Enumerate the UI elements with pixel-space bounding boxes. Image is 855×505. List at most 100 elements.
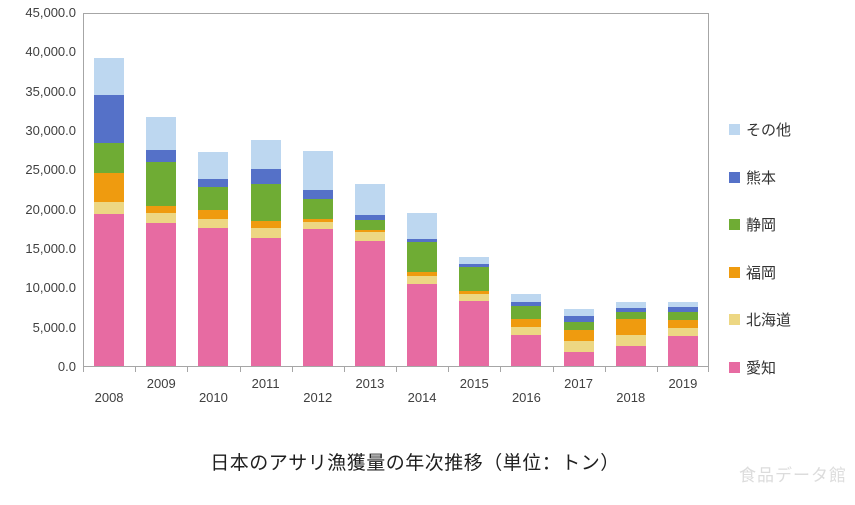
- bar-segment-北海道: [250, 227, 281, 238]
- legend-swatch-熊本: [729, 171, 740, 183]
- bar-segment-静岡: [354, 219, 385, 230]
- bar-segment-静岡: [459, 266, 490, 291]
- bar-segment-愛知: [407, 284, 438, 366]
- bar-segment-福岡: [94, 172, 125, 203]
- y-tick-label: 25,000.0: [25, 162, 76, 178]
- x-axis-tick: [708, 367, 709, 372]
- bar-segment-愛知: [615, 345, 646, 366]
- x-axis-tick: [553, 367, 554, 372]
- x-axis-tick: [292, 367, 293, 372]
- bar-segment-福岡: [354, 229, 385, 233]
- legend-item-北海道: 北海道: [729, 309, 791, 330]
- legend-item-愛知: 愛知: [729, 357, 776, 378]
- bar-segment-福岡: [563, 329, 594, 341]
- bar-segment-北海道: [302, 222, 333, 230]
- bar-segment-その他: [198, 152, 229, 179]
- x-axis-tick: [500, 367, 501, 372]
- bar-group-2014: [407, 212, 438, 366]
- bar-segment-熊本: [511, 301, 542, 307]
- bar-segment-その他: [459, 257, 490, 264]
- plot-area: [83, 13, 709, 367]
- x-axis-tick: [187, 367, 188, 372]
- bar-group-2019: [667, 302, 698, 366]
- bar-group-2016: [511, 294, 542, 366]
- bar-segment-静岡: [146, 162, 177, 207]
- bar-segment-熊本: [407, 238, 438, 242]
- bar-group-2009: [146, 117, 177, 366]
- x-axis-tick: [135, 367, 136, 372]
- legend-item-静岡: 静岡: [729, 214, 776, 235]
- bar-group-2013: [354, 184, 385, 366]
- x-tick-label-2013: 2013: [355, 376, 385, 391]
- x-tick-label-2018: 2018: [616, 390, 646, 405]
- legend-label: その他: [746, 122, 792, 139]
- y-tick-label: 10,000.0: [25, 280, 76, 296]
- bar-segment-愛知: [146, 222, 177, 366]
- legend-item-福岡: 福岡: [729, 262, 776, 283]
- x-tick-label-2010: 2010: [198, 390, 228, 405]
- bar-segment-福岡: [198, 210, 229, 219]
- bar-segment-静岡: [615, 311, 646, 319]
- bar-segment-愛知: [459, 300, 490, 366]
- bar-group-2008: [94, 57, 125, 366]
- y-tick-label: 5,000.0: [32, 319, 76, 335]
- bar-segment-熊本: [250, 168, 281, 184]
- x-axis-tick: [657, 367, 658, 372]
- legend-label: 愛知: [746, 360, 777, 377]
- y-tick-label: 35,000.0: [25, 83, 76, 99]
- x-tick-label-2017: 2017: [564, 376, 594, 391]
- bar-segment-その他: [302, 151, 333, 190]
- bar-segment-熊本: [146, 149, 177, 163]
- bar-segment-静岡: [563, 321, 594, 330]
- x-tick-label-2016: 2016: [511, 390, 541, 405]
- bar-segment-熊本: [354, 214, 385, 220]
- x-tick-label-2012: 2012: [303, 390, 333, 405]
- legend-item-熊本: 熊本: [729, 167, 776, 188]
- y-tick-label: 20,000.0: [25, 201, 76, 217]
- bar-segment-その他: [511, 294, 542, 302]
- bar-segment-静岡: [667, 311, 698, 320]
- bar-segment-福岡: [667, 319, 698, 329]
- bar-segment-福岡: [302, 218, 333, 223]
- bar-segment-静岡: [302, 199, 333, 219]
- bar-segment-静岡: [198, 186, 229, 211]
- y-tick-label: 15,000.0: [25, 241, 76, 256]
- y-tick-label: 40,000.0: [25, 44, 76, 60]
- y-tick-label: 45,000.0: [25, 5, 76, 20]
- bar-segment-北海道: [511, 326, 542, 336]
- bar-segment-愛知: [667, 336, 698, 366]
- legend-label: 福岡: [746, 264, 777, 282]
- bar-segment-北海道: [407, 275, 438, 285]
- x-axis-tick: [83, 367, 84, 372]
- bar-segment-北海道: [563, 340, 594, 352]
- bar-segment-熊本: [667, 307, 698, 312]
- bar-segment-熊本: [563, 316, 594, 322]
- legend-label: 熊本: [746, 169, 777, 187]
- bar-segment-北海道: [198, 218, 229, 228]
- x-tick-label-2015: 2015: [459, 376, 489, 391]
- legend-swatch-愛知: [729, 362, 740, 373]
- bar-segment-福岡: [407, 272, 438, 276]
- bar-group-2015: [459, 257, 490, 366]
- legend-label: 静岡: [746, 217, 777, 235]
- x-tick-label-2009: 2009: [146, 376, 176, 391]
- bar-segment-その他: [94, 57, 125, 96]
- bar-segment-福岡: [146, 206, 177, 214]
- bar-group-2018: [615, 301, 646, 366]
- bar-segment-愛知: [250, 237, 281, 366]
- bar-segment-北海道: [354, 232, 385, 241]
- bar-segment-静岡: [250, 183, 281, 222]
- x-axis-tick: [344, 367, 345, 372]
- x-tick-label-2019: 2019: [668, 376, 698, 391]
- bar-segment-北海道: [94, 202, 125, 215]
- watermark: 食品データ館: [739, 466, 847, 485]
- x-tick-label-2011: 2011: [251, 376, 280, 391]
- legend-swatch-北海道: [729, 314, 740, 326]
- bar-segment-熊本: [615, 307, 646, 312]
- bar-segment-熊本: [94, 95, 125, 143]
- legend-swatch-静岡: [729, 219, 740, 231]
- bar-group-2010: [198, 152, 229, 366]
- bar-segment-静岡: [511, 306, 542, 319]
- bar-segment-愛知: [94, 214, 125, 366]
